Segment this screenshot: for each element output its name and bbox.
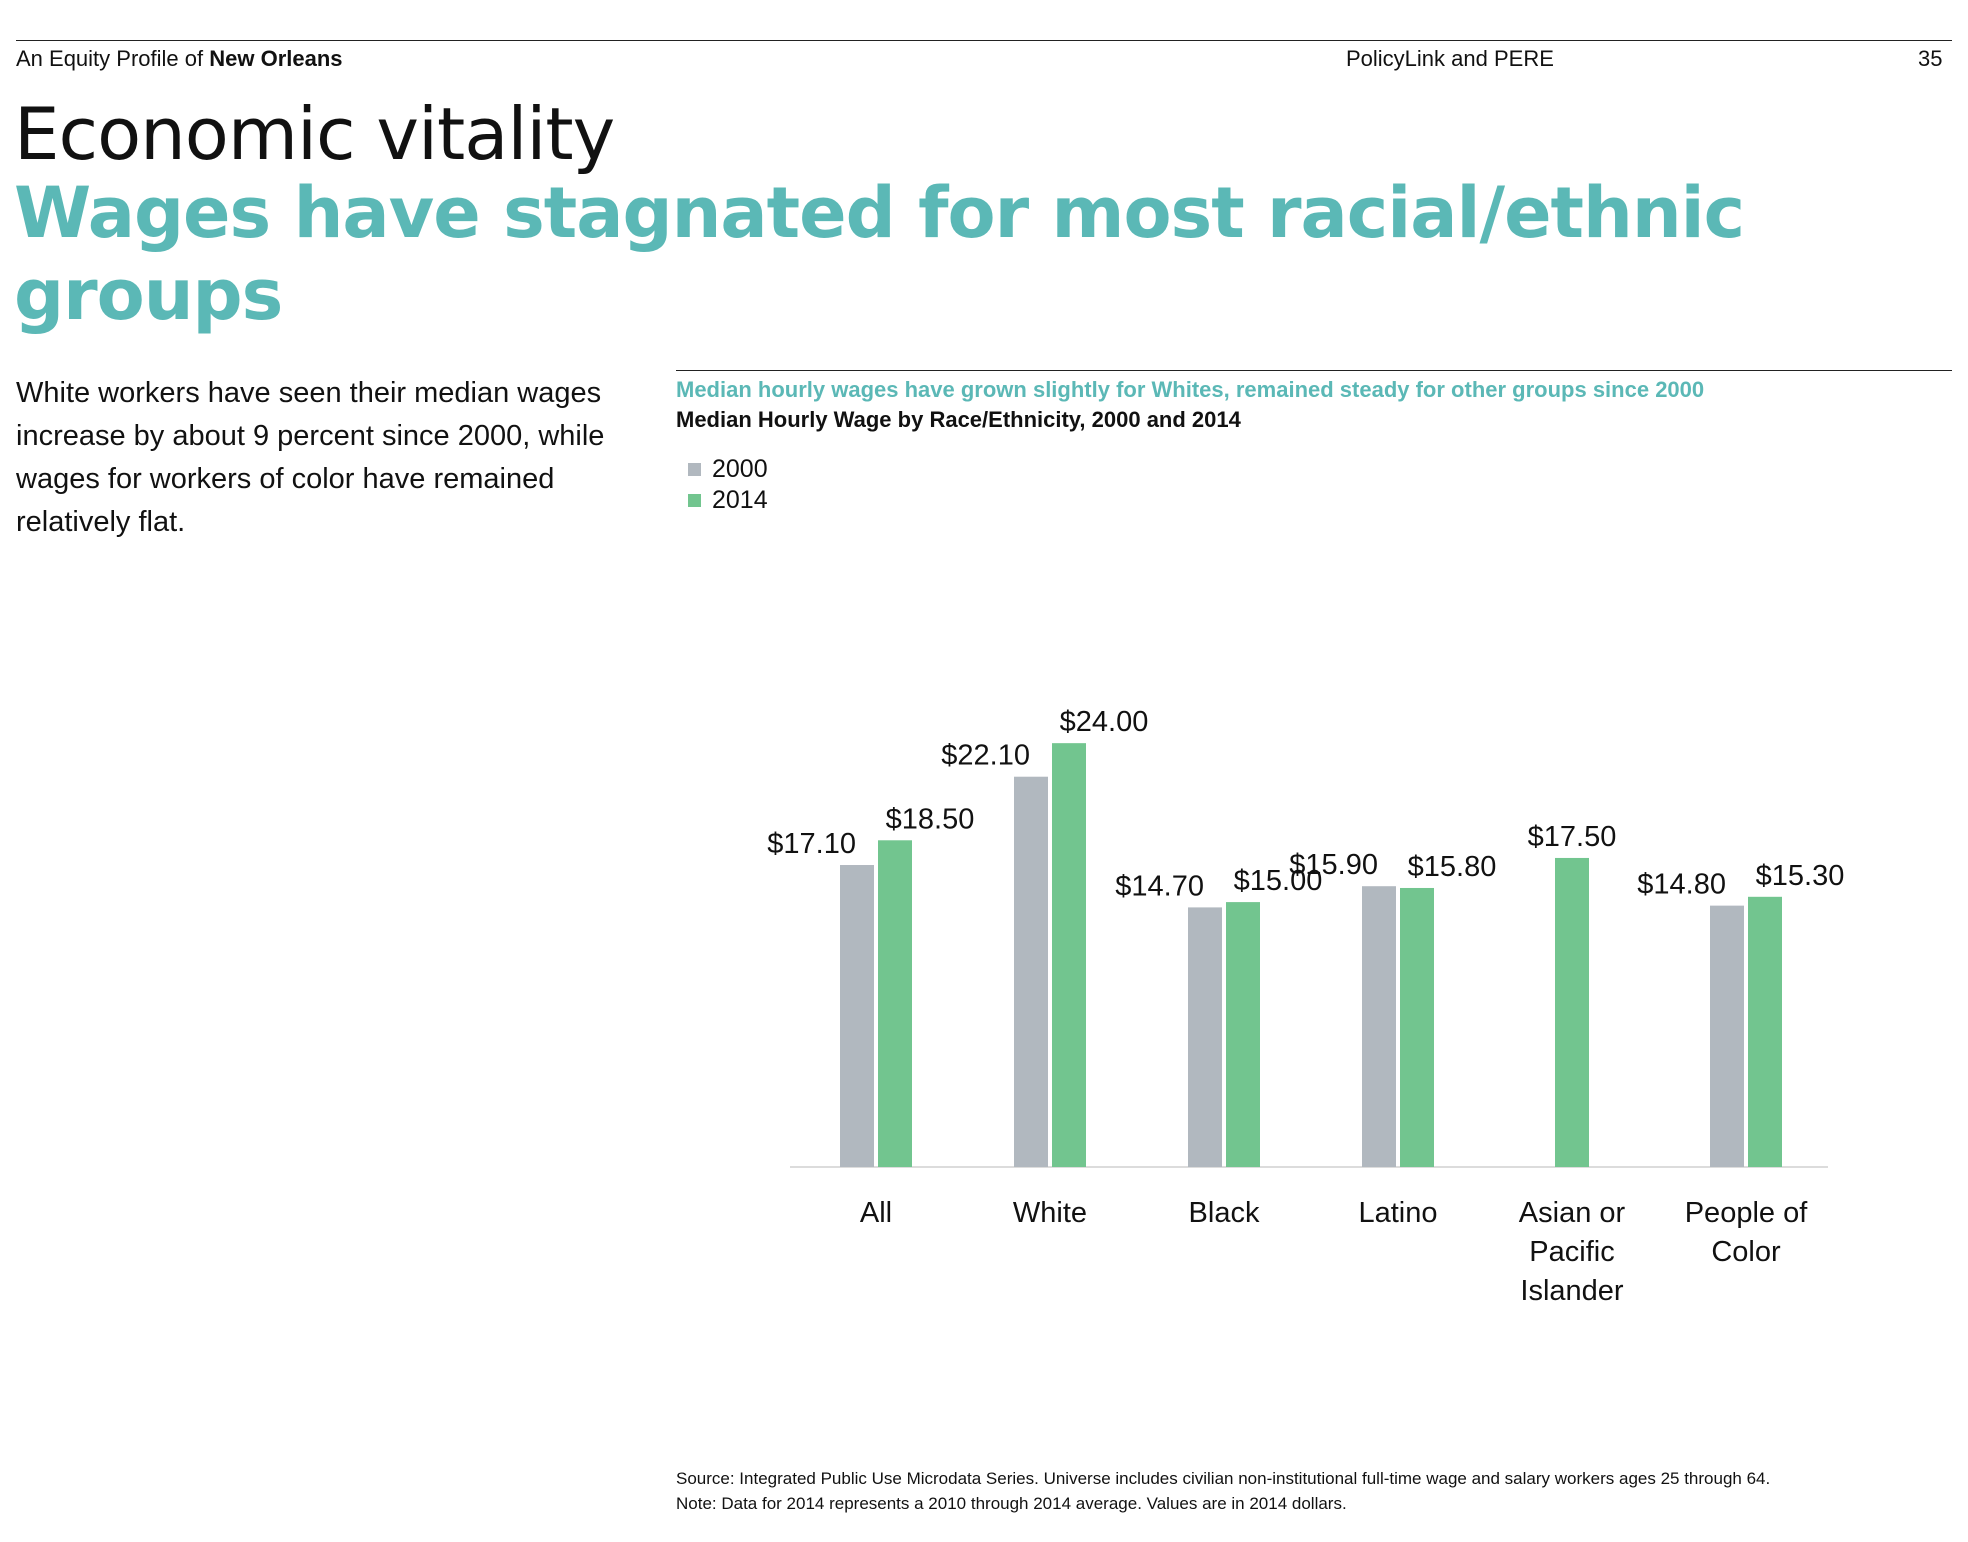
data-label-2014: $17.50 xyxy=(1528,821,1617,853)
data-label-2014: $24.00 xyxy=(1060,706,1149,738)
header-report-prefix: An Equity Profile of xyxy=(16,46,204,71)
x-tick-label: Color xyxy=(1711,1236,1781,1268)
bar-2014-people-of-color xyxy=(1748,896,1782,1167)
data-label-2014: $15.30 xyxy=(1756,860,1845,892)
chart-subtitle: Median Hourly Wage by Race/Ethnicity, 20… xyxy=(676,407,1241,432)
data-label-2014: $15.00 xyxy=(1234,865,1323,897)
chart-title: Median hourly wages have grown slightly … xyxy=(676,377,1705,402)
legend-label-2000: 2000 xyxy=(712,455,768,483)
body-text: White workers have seen their median wag… xyxy=(16,377,605,538)
data-label-2000: $14.80 xyxy=(1637,869,1726,901)
header-city: New Orleans xyxy=(209,46,343,71)
chart-legend: 2000 2014 xyxy=(688,454,768,516)
chart-footnote: Source: Integrated Public Use Microdata … xyxy=(676,1466,1770,1516)
x-tick-label: Asian or xyxy=(1519,1197,1626,1229)
legend-item-2014: 2014 xyxy=(688,485,768,516)
footnote-source: Source: Integrated Public Use Microdata … xyxy=(676,1469,1771,1488)
header-publisher: PolicyLink and PERE xyxy=(1346,46,1554,71)
x-tick-label: People of xyxy=(1685,1197,1808,1229)
x-tick-label: Pacific xyxy=(1529,1236,1614,1268)
legend-item-2000: 2000 xyxy=(688,454,768,485)
data-label-2000: $14.70 xyxy=(1115,870,1204,902)
page-headline: Wages have stagnated for most racial/eth… xyxy=(14,172,1745,336)
legend-swatch-2014 xyxy=(688,494,701,507)
bar-2000-white xyxy=(1014,776,1048,1167)
data-label-2000: $22.10 xyxy=(941,740,1030,772)
x-tick-label: All xyxy=(860,1197,892,1229)
x-tick-label: Islander xyxy=(1520,1275,1624,1307)
x-tick-label: White xyxy=(1013,1197,1087,1229)
x-tick-label: Latino xyxy=(1358,1197,1437,1229)
header-rule xyxy=(16,40,1952,41)
data-label-2000: $17.10 xyxy=(767,828,856,860)
legend-swatch-2000 xyxy=(688,463,701,476)
bar-2000-latino xyxy=(1362,886,1396,1167)
bar-2014-asian-or-pacific-islander xyxy=(1555,857,1589,1167)
x-tick-label: Black xyxy=(1189,1197,1260,1229)
bar-2014-latino xyxy=(1400,887,1434,1167)
chart-rule xyxy=(676,370,1952,371)
bar-2000-people-of-color xyxy=(1710,905,1744,1167)
bar-2000-all xyxy=(840,865,874,1167)
data-label-2014: $15.80 xyxy=(1408,851,1497,883)
bar-2000-black xyxy=(1188,907,1222,1167)
data-label-2014: $18.50 xyxy=(886,803,975,835)
bar-2014-white xyxy=(1052,743,1086,1167)
bar-2014-black xyxy=(1226,902,1260,1167)
footnote-note: Note: Data for 2014 represents a 2010 th… xyxy=(676,1494,1347,1513)
bar-2014-all xyxy=(878,840,912,1167)
page-number: 35 xyxy=(1918,46,1943,71)
legend-label-2014: 2014 xyxy=(712,486,768,514)
section-title: Economic vitality xyxy=(14,92,615,176)
data-label-2000: $15.90 xyxy=(1289,849,1378,881)
header-report-title: An Equity Profile of New Orleans xyxy=(16,46,343,72)
